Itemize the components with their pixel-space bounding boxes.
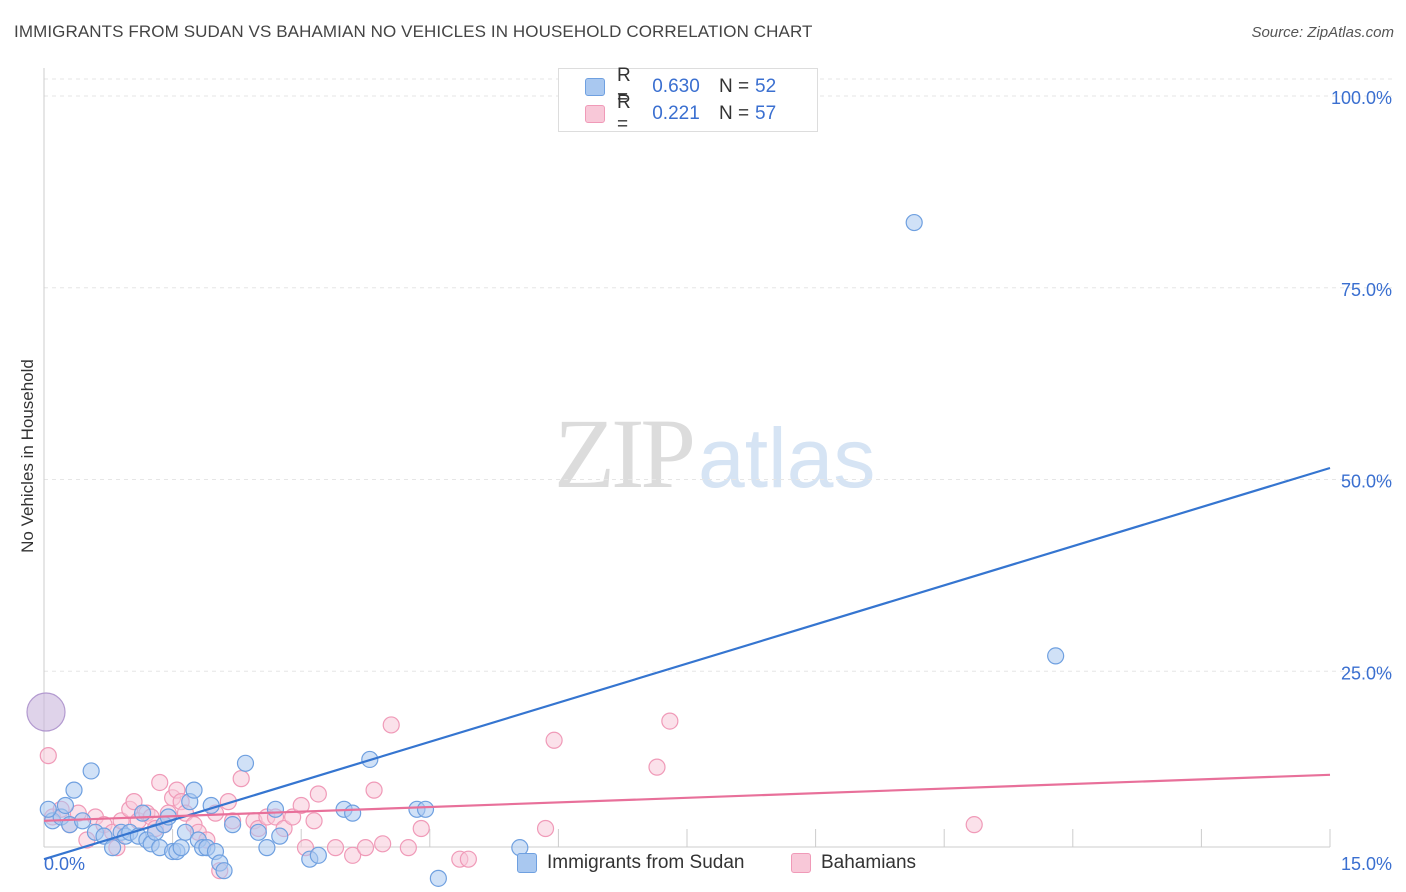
n-label: N = [719, 103, 750, 124]
y-tick-label: 50.0% [1341, 472, 1392, 492]
r-label: R = [617, 65, 631, 108]
legend-item-sudan[interactable]: Immigrants from Sudan [517, 852, 744, 874]
sudan-trend-line [43, 466, 1331, 861]
sudan-point [176, 823, 195, 841]
n-value: 52 [755, 76, 777, 97]
watermark-atlas: atlas [698, 411, 876, 505]
chart-title: IMMIGRANTS FROM SUDAN VS BAHAMIAN NO VEH… [14, 22, 813, 41]
bahamians-point [661, 712, 679, 730]
y-tick-label: 25.0% [1341, 663, 1392, 683]
watermark: ZIPatlas [554, 396, 875, 511]
bahamians-point [374, 835, 392, 853]
trend-lines [43, 466, 1331, 861]
sudan-point [905, 213, 923, 232]
bahamians-point [965, 816, 983, 834]
cluster-point [26, 692, 66, 732]
n-value: 57 [755, 103, 777, 124]
y-tick-label: 75.0% [1341, 280, 1392, 300]
bahamians-point [39, 747, 57, 765]
sudan-point [429, 869, 447, 887]
bahamians-point [326, 839, 345, 857]
y-tick-label: 100.0% [1331, 88, 1392, 108]
x-tick-label: 0.0% [44, 854, 85, 874]
sudan-point [271, 827, 289, 845]
stats-row-sudan: R = 0.630 N = 52 [585, 65, 777, 108]
bahamians-point [459, 850, 477, 868]
sudan-points [39, 213, 1065, 887]
n-label: N = [719, 76, 750, 97]
tick-labels: 25.0% 50.0% 75.0% 100.0% 0.0% 15.0% [44, 88, 1392, 874]
bahamians-swatch [585, 105, 605, 123]
sudan-point [39, 800, 57, 818]
sudan-point [82, 762, 100, 780]
sudan-point [224, 816, 242, 834]
bahamians-point [151, 773, 169, 792]
bahamians-point [356, 839, 375, 857]
sudan-point [1047, 647, 1065, 665]
sudan-point [56, 796, 75, 815]
bahamians-point [292, 796, 310, 815]
bahamians-point [412, 819, 430, 838]
sudan-point [215, 862, 233, 880]
bahamians-point [344, 846, 362, 864]
bahamians-point [309, 785, 327, 803]
sudan-point [309, 846, 327, 864]
legend-item-bahamians[interactable]: Bahamians [791, 852, 916, 874]
x-tick-label: 15.0% [1341, 854, 1392, 874]
grid-layer [44, 78, 1392, 672]
stats-row-bahamians: R = 0.221 N = 57 [585, 92, 777, 135]
bahamians-point [305, 812, 323, 830]
sudan-point [416, 800, 435, 818]
sudan-legend-swatch [517, 853, 537, 873]
sudan-point [258, 839, 276, 857]
bahamians-point [365, 781, 383, 799]
sudan-point [185, 781, 203, 799]
sudan-point [236, 754, 255, 772]
bahamians-point [536, 819, 555, 838]
sudan-point [172, 839, 190, 857]
bahamians-point [232, 770, 250, 788]
sudan-point [103, 839, 122, 857]
bahamians-legend-label: Bahamians [821, 852, 917, 873]
sudan-swatch [585, 78, 605, 96]
bahamians-point [382, 716, 400, 734]
sudan-legend-label: Immigrants from Sudan [547, 852, 745, 873]
sudan-point [266, 800, 285, 818]
bahamians-point [545, 731, 563, 749]
bahamians-point [125, 793, 143, 811]
sudan-point [65, 781, 83, 799]
sudan-point [344, 804, 362, 822]
sudan-point [133, 804, 152, 822]
axis-layer [43, 68, 1331, 848]
r-label: R = [617, 92, 631, 135]
source-credit: Source: ZipAtlas.com [1251, 24, 1394, 41]
sudan-point [249, 823, 267, 841]
watermark-zip: ZIP [554, 398, 696, 509]
bahamians-legend-swatch [791, 853, 811, 873]
stats-legend: R = 0.630 N = 52 R = 0.221 N = 57 [558, 65, 818, 135]
bahamians-trend-line [43, 773, 1331, 822]
r-value: 0.221 [652, 103, 700, 124]
sudan-point [73, 812, 92, 830]
bahamians-point [648, 758, 666, 776]
r-value: 0.630 [652, 76, 700, 97]
bahamians-point [399, 839, 417, 857]
